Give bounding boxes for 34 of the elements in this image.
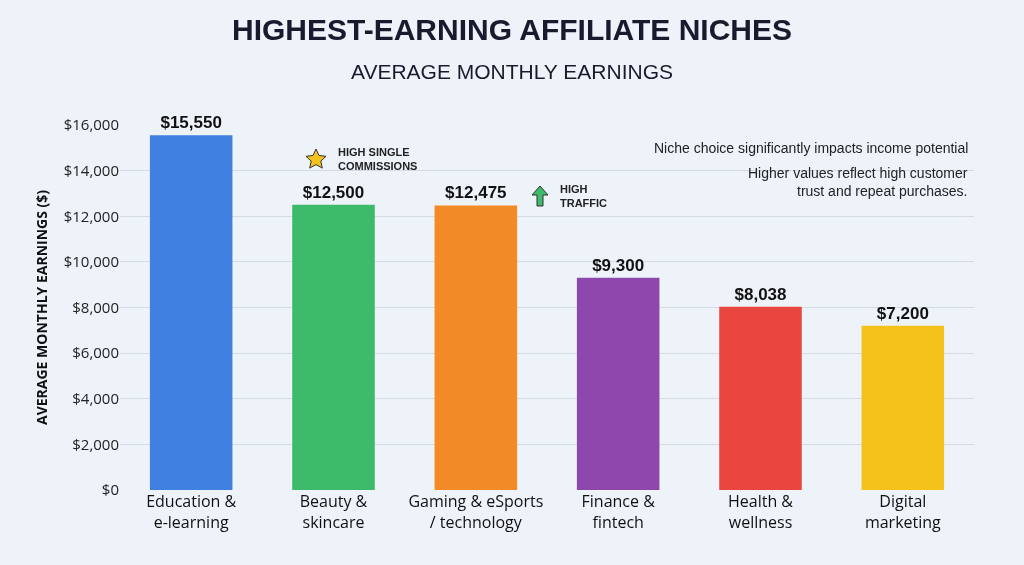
- annotation: Higher values reflect high customer trust and repeat purchases.: [748, 165, 968, 200]
- x-tick-label: Finance & fintech: [581, 490, 656, 533]
- bar: [149, 135, 233, 490]
- y-tick-label: $12,000: [63, 205, 119, 226]
- y-tick-label: $8,000: [72, 296, 119, 317]
- y-axis-title: AVERAGE MONTHLY EARNINGS ($): [32, 189, 52, 426]
- data-label: $12,475: [445, 183, 507, 203]
- data-label: $9,300: [592, 255, 645, 275]
- data-label: $8,038: [734, 284, 787, 304]
- x-tick-label: Beauty & skincare: [299, 490, 368, 533]
- x-tick-label: Gaming & eSports / technology: [408, 490, 544, 533]
- bar: [719, 306, 802, 490]
- y-tick-label: $4,000: [72, 388, 119, 408]
- bar: [861, 325, 945, 490]
- annotation: HIGH SINGLE COMMISSIONS: [338, 146, 418, 173]
- annotation: HIGH TRAFFIC: [560, 183, 608, 210]
- bar: [434, 205, 518, 490]
- annotation: Niche choice significantly impacts income potential: [654, 140, 969, 156]
- x-tick-label: Education & e-learning: [146, 490, 237, 533]
- y-tick-label: $14,000: [63, 159, 119, 180]
- bar: [576, 277, 660, 490]
- data-label: $12,500: [302, 182, 365, 202]
- data-label: $15,550: [160, 113, 222, 133]
- bar: [292, 204, 375, 490]
- y-tick-label: $0: [101, 479, 119, 500]
- y-tick-label: $10,000: [63, 251, 119, 272]
- chart-title: HIGHEST-EARNING AFFILIATE NICHES: [231, 12, 793, 46]
- chart-subtitle: AVERAGE MONTHLY EARNINGS: [350, 59, 674, 83]
- y-tick-label: $6,000: [72, 342, 119, 363]
- x-tick-label: Health & wellness: [727, 490, 794, 533]
- data-label: $7,200: [876, 303, 929, 323]
- x-tick-label: Digital marketing: [864, 490, 942, 533]
- y-tick-label: $16,000: [63, 114, 119, 135]
- y-tick-label: $2,000: [72, 433, 119, 454]
